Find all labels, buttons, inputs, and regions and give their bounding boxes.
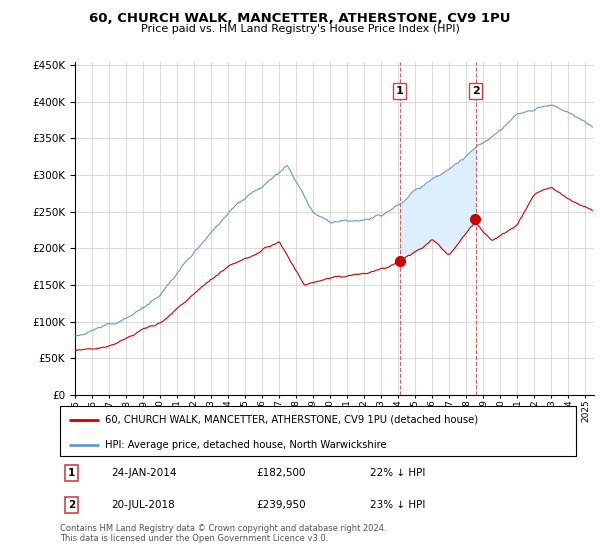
Text: 23% ↓ HPI: 23% ↓ HPI <box>370 500 425 510</box>
Text: 22% ↓ HPI: 22% ↓ HPI <box>370 468 425 478</box>
Text: 2: 2 <box>472 86 479 96</box>
Text: 20-JUL-2018: 20-JUL-2018 <box>112 500 175 510</box>
Text: Contains HM Land Registry data © Crown copyright and database right 2024.
This d: Contains HM Land Registry data © Crown c… <box>60 524 386 543</box>
FancyBboxPatch shape <box>60 406 576 456</box>
Text: Price paid vs. HM Land Registry's House Price Index (HPI): Price paid vs. HM Land Registry's House … <box>140 24 460 34</box>
Text: 60, CHURCH WALK, MANCETTER, ATHERSTONE, CV9 1PU (detached house): 60, CHURCH WALK, MANCETTER, ATHERSTONE, … <box>106 414 479 424</box>
Text: 1: 1 <box>395 86 403 96</box>
Text: 60, CHURCH WALK, MANCETTER, ATHERSTONE, CV9 1PU: 60, CHURCH WALK, MANCETTER, ATHERSTONE, … <box>89 12 511 25</box>
Text: 24-JAN-2014: 24-JAN-2014 <box>112 468 177 478</box>
Text: HPI: Average price, detached house, North Warwickshire: HPI: Average price, detached house, Nort… <box>106 440 387 450</box>
Text: 1: 1 <box>68 468 75 478</box>
Text: £182,500: £182,500 <box>256 468 305 478</box>
Text: 2: 2 <box>68 500 75 510</box>
Text: £239,950: £239,950 <box>256 500 306 510</box>
